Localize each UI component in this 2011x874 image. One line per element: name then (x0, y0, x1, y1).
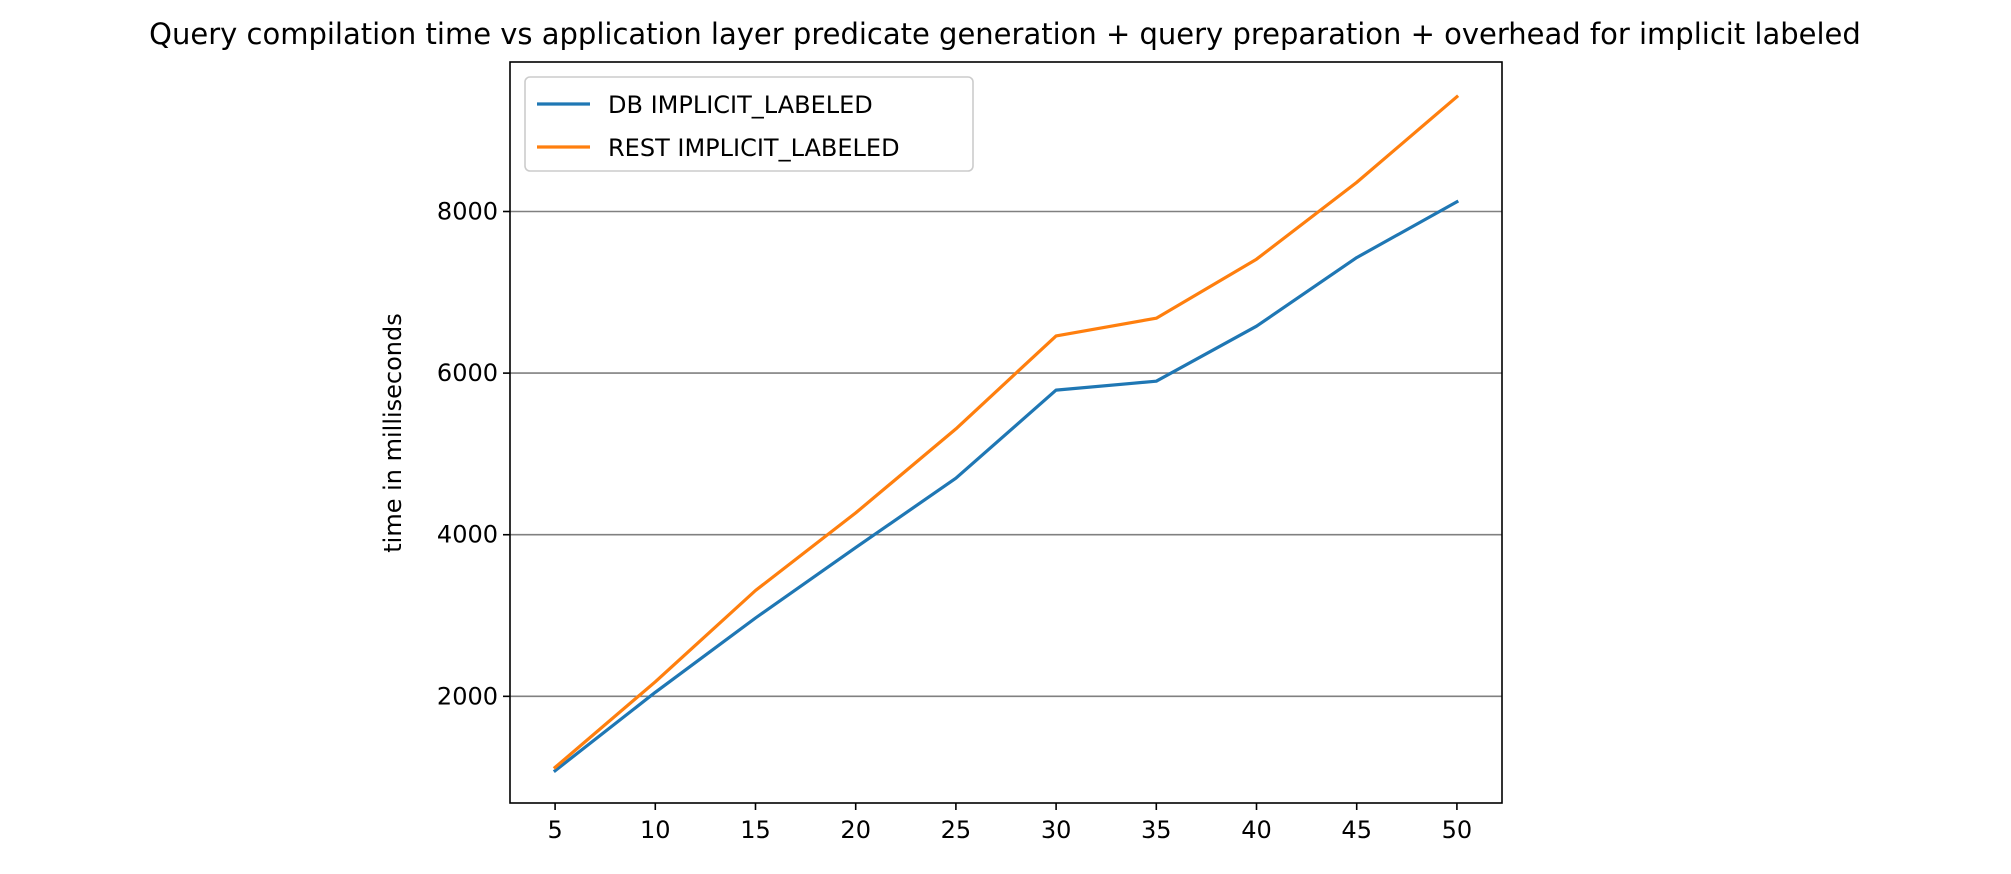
grid-lines (510, 210, 1502, 698)
x-tick-label: 15 (740, 816, 771, 844)
y-axis-label: time in milliseconds (379, 313, 407, 553)
y-tick-label: 4000 (437, 521, 498, 549)
x-tick-label: 10 (640, 816, 671, 844)
x-tick-label: 35 (1141, 816, 1172, 844)
legend-box (524, 76, 974, 172)
x-tick-label: 45 (1341, 816, 1372, 844)
y-tick-label: 8000 (437, 197, 498, 225)
x-tick-label: 40 (1241, 816, 1272, 844)
x-tick-label: 25 (941, 816, 972, 844)
chart-title: Query compilation time vs application la… (149, 17, 1861, 51)
plot-frame (509, 61, 1503, 804)
legend: DB IMPLICIT_LABELED REST IMPLICIT_LABELED (524, 76, 974, 172)
legend-label: DB IMPLICIT_LABELED (608, 91, 873, 119)
series-line-0 (552, 199, 1460, 773)
y-tick-label: 6000 (437, 359, 498, 387)
axis-ticks: 2000 4000 6000 8000 5 10 15 20 25 30 35 40 45 50 (437, 197, 1472, 844)
x-tick-label: 50 (1442, 816, 1473, 844)
legend-label: REST IMPLICIT_LABELED (608, 134, 900, 162)
x-tick-label: 30 (1041, 816, 1072, 844)
x-tick-label: 5 (547, 816, 562, 844)
x-tick-label: 20 (840, 816, 871, 844)
series-line-1 (552, 94, 1460, 770)
series-lines (552, 94, 1460, 773)
y-tick-label: 2000 (437, 682, 498, 710)
